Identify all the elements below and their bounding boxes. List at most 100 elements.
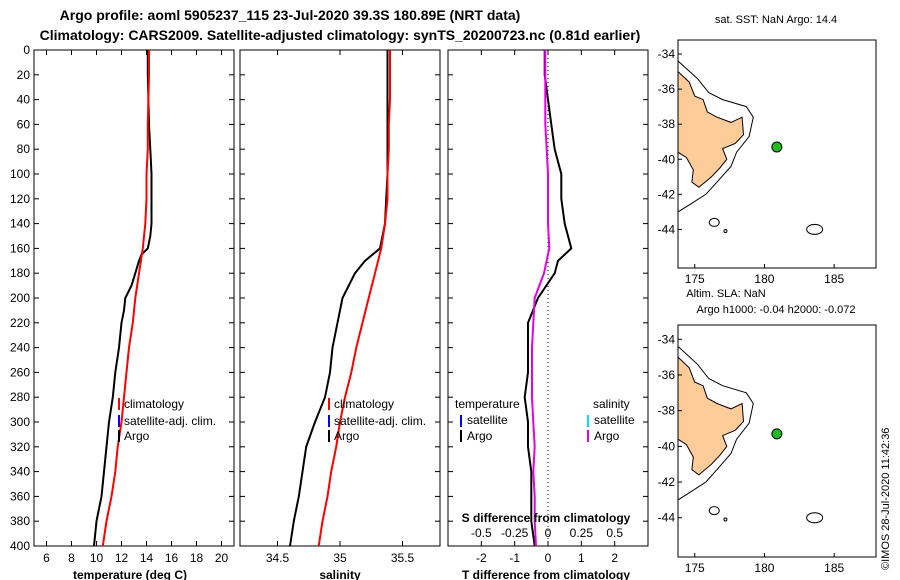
depth-contour [677, 346, 754, 501]
y-tick-label: 200 [10, 291, 30, 305]
y-tick-label: 300 [10, 415, 30, 429]
series-climatology-line [101, 50, 150, 547]
legend-s-satellite-label: satellite [594, 413, 635, 427]
y-tick-label: 380 [10, 514, 30, 528]
legend-s-argo-label: Argo [594, 429, 620, 443]
x-tick-label: 12 [115, 551, 129, 565]
map-top: 175 180 185 -34 -36 -38 -40 -42 -44 [658, 47, 845, 286]
series-t-difference-line [523, 50, 573, 547]
island-contour [708, 506, 720, 516]
y-tick-label: 240 [10, 341, 30, 355]
lon-tick-label: 180 [754, 272, 774, 286]
landmass [677, 70, 745, 188]
x-tick-label: 10 [90, 551, 104, 565]
s-tick-label: -0.25 [501, 526, 529, 540]
x-tick-label: 35 [333, 551, 347, 565]
s-tick-label: 0 [545, 526, 552, 540]
s-tick-label: 0.5 [606, 526, 623, 540]
salinity-panel: 34.5 35 35.5 [240, 49, 440, 565]
legend-t-satellite-label: satellite [467, 413, 508, 427]
lat-tick-label: -34 [658, 332, 676, 346]
y-tick-label: 60 [17, 117, 31, 131]
argo-position-marker [771, 428, 783, 440]
legend-climatology-label: climatology [334, 397, 394, 411]
y-tick-label: 140 [10, 217, 30, 231]
lon-tick-label: 185 [824, 561, 844, 575]
y-tick-label: 20 [17, 68, 31, 82]
y-tick-label: 220 [10, 316, 30, 330]
lat-tick-label: -36 [658, 82, 676, 96]
lat-tick-label: -40 [658, 439, 676, 453]
x-tick-label: 16 [165, 551, 179, 565]
landmass [677, 355, 745, 476]
island-contour [806, 512, 824, 524]
x-tick-label: 2 [611, 551, 618, 565]
series-argo-line [289, 50, 389, 547]
lat-tick-label: -36 [658, 368, 676, 382]
lon-tick-label: 185 [824, 272, 844, 286]
lon-tick-label: 175 [685, 272, 705, 286]
lat-tick-label: -42 [658, 475, 676, 489]
y-tick-label: 160 [10, 241, 30, 255]
y-tick-label: 80 [17, 142, 31, 156]
series-argo-line [93, 50, 153, 547]
x-tick-label: 34.5 [266, 551, 290, 565]
lat-tick-label: -40 [658, 152, 676, 166]
s-tick-label: 0.25 [570, 526, 594, 540]
difference-panel: -2 -1 0 1 2 -0.5 -0.25 0 0.25 0.5 [448, 49, 648, 565]
y-tick-label: 400 [10, 539, 30, 553]
lat-tick-label: -42 [658, 187, 676, 201]
island-contour [723, 229, 728, 234]
x-tick-label: 1 [578, 551, 585, 565]
y-tick-label: 280 [10, 390, 30, 404]
x-tick-label: 14 [140, 551, 154, 565]
legend-satellite-label: satellite-adj. clim. [334, 414, 426, 428]
lat-tick-label: -44 [658, 511, 676, 525]
y-tick-label: 360 [10, 489, 30, 503]
island-contour [723, 517, 728, 522]
argo-position-marker [771, 141, 783, 153]
salinity-legend: climatology satellite-adj. clim. Argo [328, 397, 426, 443]
salinity-panel-frame [239, 49, 441, 547]
watermark: ©IMOS 28-Jul-2020 11:42:36 [880, 428, 892, 570]
x-tick-label: -2 [476, 551, 487, 565]
map-bottom-title-line1: Altim. SLA: NaN [686, 288, 766, 300]
island-contour [708, 217, 720, 227]
map-bottom-title-line2: Argo h1000: -0.04 h2000: -0.072 [696, 304, 855, 316]
legend-satellite-label: satellite-adj. clim. [124, 414, 216, 428]
lat-tick-label: -34 [658, 47, 676, 61]
lat-tick-label: -44 [658, 222, 676, 236]
y-tick-label: 120 [10, 192, 30, 206]
x-tick-label: 6 [43, 551, 50, 565]
series-climatology-line [317, 50, 391, 547]
figure-title-line1: Argo profile: aoml 5905237_115 23-Jul-20… [60, 7, 521, 23]
legend-temperature-title: temperature [455, 397, 520, 411]
x-tick-label: 0 [545, 551, 552, 565]
temperature-legend: climatology satellite-adj. clim. Argo [118, 397, 216, 443]
y-tick-label: 40 [17, 93, 31, 107]
legend-salinity-title: salinity [593, 397, 630, 411]
x-tick-label: 35.5 [391, 551, 415, 565]
legend-climatology-label: climatology [124, 397, 184, 411]
temperature-panel: 0 20 40 60 80 100 120 140 160 180 200 220 240 260 280 3… [10, 43, 234, 565]
difference-legend-salinity: salinity satellite Argo [587, 397, 635, 443]
island-contour [806, 223, 824, 235]
x-tick-label: 8 [68, 551, 75, 565]
y-tick-label: 340 [10, 465, 30, 479]
y-tick-label: 0 [23, 43, 30, 57]
difference-legend-temperature: temperature satellite Argo [455, 397, 520, 443]
lon-tick-label: 175 [685, 561, 705, 575]
legend-t-argo-label: Argo [467, 429, 493, 443]
s-difference-xlabel: S difference from climatology [462, 511, 631, 525]
y-tick-label: 320 [10, 440, 30, 454]
figure-title-line2: Climatology: CARS2009. Satellite-adjuste… [40, 27, 641, 43]
map-bottom: 175 180 185 -34 -36 -38 -40 -42 -44 [658, 332, 845, 575]
y-tick-label: 100 [10, 167, 30, 181]
x-tick-label: -1 [509, 551, 520, 565]
temperature-xlabel: temperature (deg C) [73, 568, 187, 580]
legend-argo-label: Argo [334, 429, 360, 443]
lat-tick-label: -38 [658, 404, 676, 418]
series-s-difference-line [531, 50, 551, 547]
lon-tick-label: 180 [754, 561, 774, 575]
